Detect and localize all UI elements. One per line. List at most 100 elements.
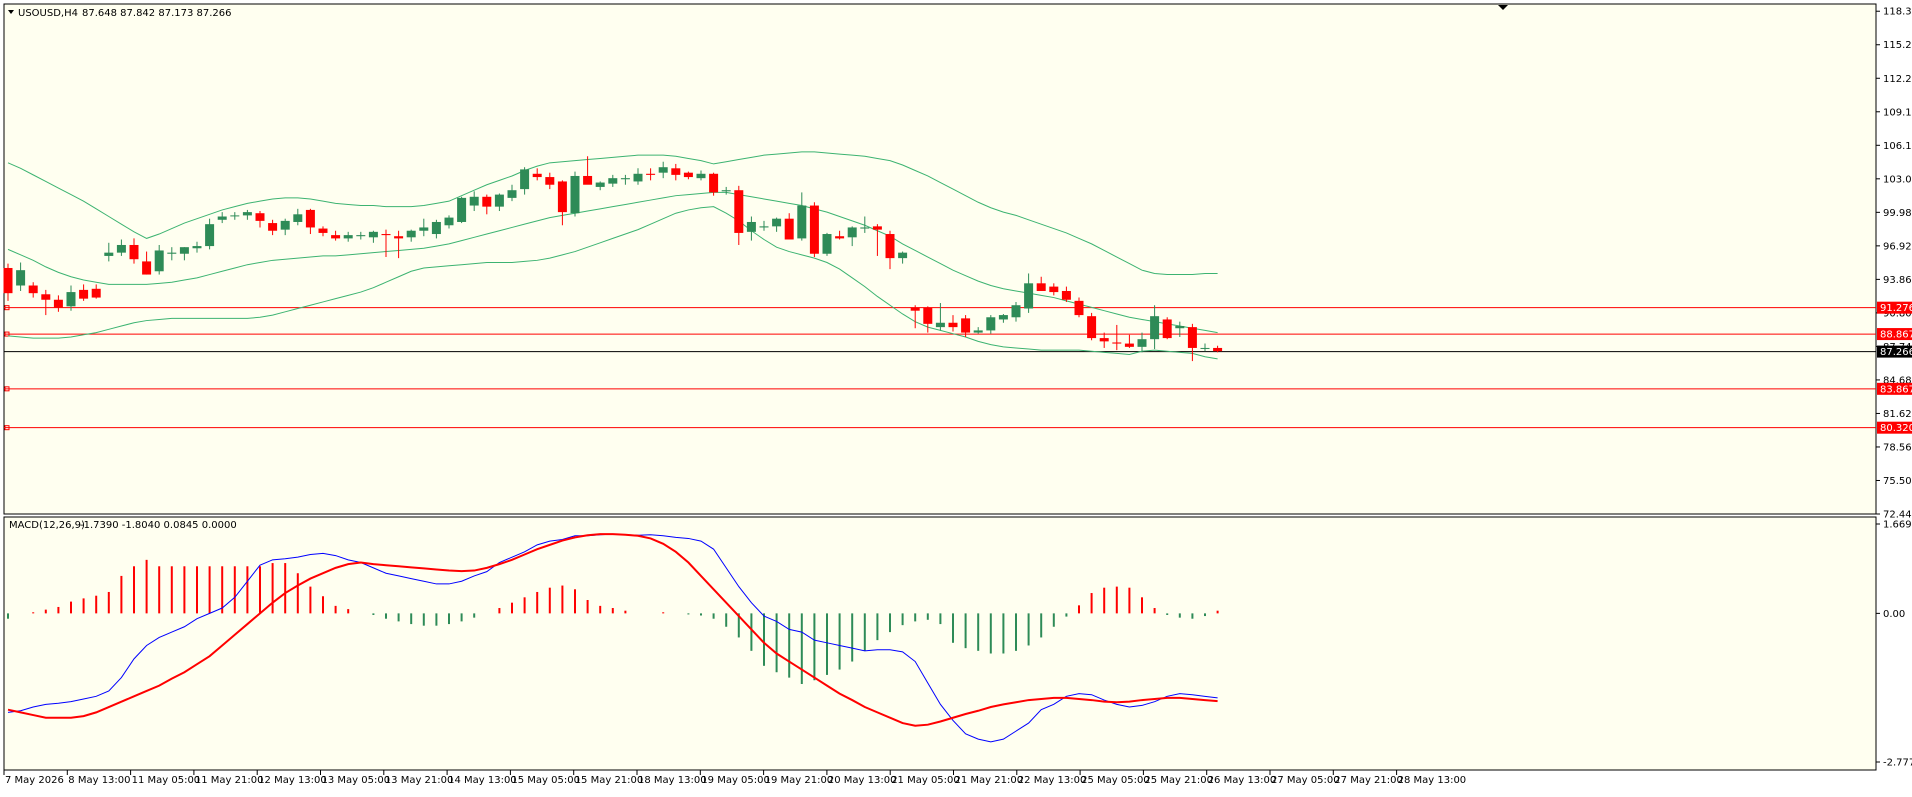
triangle-down-icon[interactable] <box>1498 5 1508 10</box>
candle-body <box>293 214 303 222</box>
time-tick-label: 15 May 05:00 <box>511 775 580 786</box>
candle <box>973 327 983 334</box>
candle <box>608 174 618 187</box>
current-price-label: 87.266 <box>1880 347 1912 358</box>
candle-body <box>280 220 290 230</box>
candle-body <box>79 289 89 299</box>
price-tick-label: 78.560 <box>1883 442 1912 453</box>
level-anchor <box>4 386 10 392</box>
price-tick-label: 106.10 <box>1883 141 1912 152</box>
candle-body <box>721 190 731 192</box>
candle-body <box>482 196 492 207</box>
candle <box>784 213 794 240</box>
candle-body <box>192 246 202 249</box>
candle-body <box>1213 347 1223 352</box>
candle <box>1061 286 1071 302</box>
candle <box>79 284 89 301</box>
candle <box>797 192 807 241</box>
candle <box>948 315 958 332</box>
candle <box>356 231 366 240</box>
candle <box>1036 276 1046 291</box>
candle <box>545 172 555 190</box>
candle <box>910 305 920 329</box>
candle <box>860 216 870 233</box>
candle-body <box>734 190 744 233</box>
time-tick-label: 27 May 21:00 <box>1334 775 1403 786</box>
candle <box>167 247 177 261</box>
candle <box>242 209 252 220</box>
level-price-label: 83.867 <box>1880 384 1912 395</box>
time-tick-label: 21 May 05:00 <box>891 775 960 786</box>
candle <box>1150 305 1160 350</box>
candle-body <box>898 252 908 259</box>
candle <box>1087 312 1097 341</box>
level-price-box <box>1877 382 1912 395</box>
price-tick-label: 112.22 <box>1883 74 1912 85</box>
price-tick-label: 99.980 <box>1883 208 1912 219</box>
candle <box>835 230 845 240</box>
candle-body <box>658 167 668 173</box>
candle <box>671 163 681 181</box>
level-anchor <box>4 425 10 431</box>
macd-tick-label: 0.00 <box>1883 609 1905 620</box>
macd-tick-label: 1.6699 <box>1883 520 1912 531</box>
candle-body <box>1036 283 1046 291</box>
candle-body <box>129 244 139 260</box>
candle-body <box>1099 338 1109 342</box>
candle-body <box>268 223 278 231</box>
candle-body <box>53 299 63 308</box>
macd-panel[interactable] <box>3 516 1877 771</box>
candle-body <box>595 182 605 187</box>
candle <box>570 171 580 217</box>
candle-body <box>419 227 429 231</box>
candle-body <box>948 322 958 328</box>
candle-body <box>1137 339 1147 347</box>
candle-body <box>620 178 630 180</box>
candle <box>268 219 278 236</box>
candle <box>646 168 656 181</box>
symbol-label: USOUSD,H4 <box>18 8 78 19</box>
time-tick-label: 26 May 13:00 <box>1208 775 1277 786</box>
candle-body <box>998 315 1008 320</box>
candle-body <box>28 285 38 294</box>
time-tick-label: 8 May 13:00 <box>68 775 130 786</box>
candle-body <box>1162 319 1172 339</box>
candle <box>28 282 38 298</box>
candle <box>1175 321 1185 337</box>
candle <box>1187 323 1197 362</box>
time-tick-label: 15 May 21:00 <box>575 775 644 786</box>
candle <box>532 168 542 181</box>
candle-body <box>356 235 366 237</box>
signal-line <box>7 533 1218 727</box>
candle-body <box>1124 343 1134 347</box>
candle <box>721 186 731 195</box>
price-tick-label: 90.800 <box>1883 308 1912 319</box>
candle-body <box>973 330 983 333</box>
price-panel[interactable] <box>3 3 1877 515</box>
candle-body <box>394 236 404 239</box>
price-axis: 118.34 115.28 112.22 109.16 106.10 103.04 99.9… <box>1876 7 1912 521</box>
candle <box>1112 324 1122 351</box>
candle <box>923 306 933 333</box>
candle <box>482 194 492 215</box>
macd-tick-label: -2.7772 <box>1883 758 1912 769</box>
candle <box>154 244 164 275</box>
candle <box>457 196 467 224</box>
candle-body <box>797 205 807 239</box>
candle <box>595 181 605 191</box>
candle-body <box>759 226 769 228</box>
price-tick-label: 103.04 <box>1883 174 1912 185</box>
candle <box>91 284 101 299</box>
candle-body <box>179 247 189 254</box>
candle-body <box>406 230 416 238</box>
time-tick-label: 11 May 05:00 <box>132 775 201 786</box>
candle-body <box>104 252 114 256</box>
ohlc-values: 87.648 87.842 87.173 87.266 <box>82 8 232 19</box>
candle-body <box>885 234 895 259</box>
candle-body <box>444 217 454 226</box>
candle-body <box>1074 300 1084 316</box>
bollinger-middle-line <box>7 191 1218 334</box>
chart-menu-triangle-icon[interactable] <box>8 10 14 14</box>
time-tick-label: 27 May 05:00 <box>1271 775 1340 786</box>
candle <box>1162 317 1172 340</box>
